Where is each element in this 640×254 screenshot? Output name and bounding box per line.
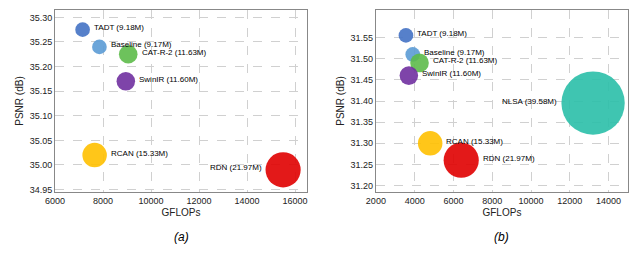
svg-text:34.95: 34.95 — [30, 185, 53, 195]
svg-text:35.10: 35.10 — [30, 111, 53, 121]
svg-text:31.50: 31.50 — [351, 54, 374, 64]
svg-text:35.05: 35.05 — [30, 136, 53, 146]
svg-text:12000: 12000 — [187, 196, 212, 206]
svg-text:RDN (21.97M): RDN (21.97M) — [483, 154, 535, 163]
svg-text:TADT (9.18M): TADT (9.18M) — [417, 29, 467, 38]
svg-text:10000: 10000 — [139, 196, 164, 206]
svg-text:PSNR (dB): PSNR (dB) — [14, 76, 25, 125]
svg-text:16000: 16000 — [283, 196, 308, 206]
svg-text:35.30: 35.30 — [30, 13, 53, 23]
svg-text:31.55: 31.55 — [351, 33, 374, 43]
svg-text:12000: 12000 — [557, 196, 582, 206]
svg-text:6000: 6000 — [443, 196, 463, 206]
svg-text:TADT (9.18M): TADT (9.18M) — [94, 23, 144, 32]
svg-text:8000: 8000 — [93, 196, 113, 206]
svg-text:PSNR (dB): PSNR (dB) — [335, 76, 346, 125]
svg-text:(a): (a) — [174, 230, 189, 244]
svg-text:31.40: 31.40 — [351, 96, 374, 106]
svg-text:31.30: 31.30 — [351, 138, 374, 148]
svg-text:Baseline (9.17M): Baseline (9.17M) — [111, 40, 172, 49]
svg-text:35.20: 35.20 — [30, 62, 53, 72]
svg-text:Baseline (9.17M): Baseline (9.17M) — [424, 48, 485, 57]
svg-text:31.25: 31.25 — [351, 160, 374, 170]
svg-text:8000: 8000 — [482, 196, 502, 206]
svg-text:31.35: 31.35 — [351, 117, 374, 127]
svg-text:10000: 10000 — [519, 196, 544, 206]
svg-text:6000: 6000 — [45, 196, 65, 206]
svg-text:NLSA (39.58M): NLSA (39.58M) — [502, 97, 557, 106]
svg-text:14000: 14000 — [596, 196, 621, 206]
svg-text:35.25: 35.25 — [30, 37, 53, 47]
svg-text:35.00: 35.00 — [30, 160, 53, 170]
svg-text:2000: 2000 — [366, 196, 386, 206]
svg-text:CAT-R-2 (11.63M): CAT-R-2 (11.63M) — [142, 48, 206, 57]
svg-text:CAT-R-2 (11.63M): CAT-R-2 (11.63M) — [433, 56, 497, 65]
svg-text:35.15: 35.15 — [30, 86, 53, 96]
svg-text:GFLOPs: GFLOPs — [482, 207, 521, 218]
svg-text:14000: 14000 — [235, 196, 260, 206]
svg-text:4000: 4000 — [405, 196, 425, 206]
svg-text:(b): (b) — [494, 230, 509, 244]
svg-text:RDN (21.97M): RDN (21.97M) — [210, 163, 262, 172]
svg-text:SwinIR (11.60M): SwinIR (11.60M) — [139, 75, 198, 84]
svg-text:SwinIR (11.60M): SwinIR (11.60M) — [422, 69, 481, 78]
svg-text:RCAN (15.33M): RCAN (15.33M) — [446, 137, 503, 146]
svg-text:RCAN (15.33M): RCAN (15.33M) — [111, 149, 168, 158]
svg-text:31.45: 31.45 — [351, 75, 374, 85]
svg-text:GFLOPs: GFLOPs — [162, 207, 201, 218]
svg-text:31.20: 31.20 — [351, 181, 374, 191]
